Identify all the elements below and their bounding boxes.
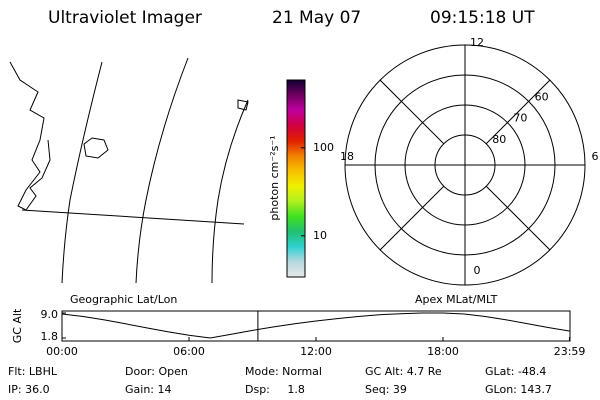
polar-angle-label: 6 — [592, 150, 599, 163]
x-tick-label: 06:00 — [173, 345, 205, 358]
polar-ring-label: 60 — [535, 90, 549, 103]
x-tick-label: 23:59 — [554, 345, 586, 358]
y-tick-label: 9.0 — [41, 308, 59, 321]
polar-angle-label: 18 — [340, 150, 354, 163]
footer: Flt: LBHL Door: Open Mode: Normal GC Alt: 4… — [8, 365, 552, 396]
polar-angle-label: 12 — [470, 36, 484, 49]
polar-diagonal — [379, 185, 445, 251]
title: Ultraviolet Imager — [48, 8, 202, 28]
plot-left-label: Geographic Lat/Lon — [70, 293, 177, 306]
status-field: Mode: Normal — [245, 365, 322, 378]
altitude-plot: Geographic Lat/Lon Apex MLat/MLT GC Alt 9.0… — [11, 293, 585, 358]
status-field: Door: Open — [125, 365, 188, 378]
x-tick-label: 00:00 — [46, 345, 78, 358]
status-field: Seq: 39 — [365, 383, 407, 396]
colorbar: 10 100 — [286, 79, 334, 278]
altitude-line — [61, 312, 571, 339]
status-field: Flt: LBHL — [8, 365, 58, 378]
polar-diagonal — [379, 79, 445, 145]
status-field: Dsp: 1.8 — [245, 383, 305, 396]
status-field: GLon: 143.7 — [485, 383, 552, 396]
y-tick-label: 1.8 — [41, 330, 59, 343]
polar-diagonal — [485, 185, 551, 251]
status-field: GLat: -48.4 — [485, 365, 546, 378]
plot-right-label: Apex MLat/MLT — [415, 293, 498, 306]
polar-angle-label: 0 — [474, 264, 481, 277]
x-tick-label: 18:00 — [427, 345, 459, 358]
colorbar-tick-label: 100 — [313, 141, 334, 154]
map — [9, 57, 249, 284]
polar-ring-label: 80 — [492, 133, 506, 146]
status-field: GC Alt: 4.7 Re — [365, 365, 442, 378]
status-field: Gain: 14 — [125, 383, 172, 396]
polar-diagonal — [485, 79, 551, 145]
colorbar-fill — [286, 79, 306, 278]
y-axis-label: GC Alt — [11, 308, 24, 343]
colorbar-tick-label: 10 — [313, 229, 327, 242]
polar-ring-label: 70 — [513, 112, 527, 125]
status-field: IP: 36.0 — [8, 383, 50, 396]
time: 09:15:18 UT — [430, 8, 535, 28]
x-tick-label: 12:00 — [300, 345, 332, 358]
colorbar-label: photon cm⁻²s⁻¹ — [268, 135, 281, 220]
date: 21 May 07 — [272, 8, 361, 28]
